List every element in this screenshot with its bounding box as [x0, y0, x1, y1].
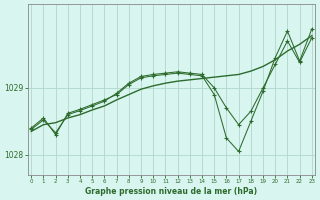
X-axis label: Graphe pression niveau de la mer (hPa): Graphe pression niveau de la mer (hPa)	[85, 187, 258, 196]
